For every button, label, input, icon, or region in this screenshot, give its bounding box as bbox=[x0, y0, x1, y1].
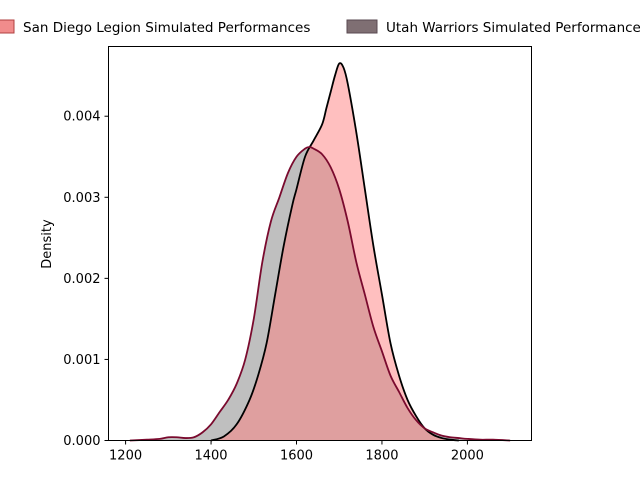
density-line-utah bbox=[129, 146, 511, 442]
y-tick-label: 0.001 bbox=[63, 353, 100, 368]
legend-label-san-diego: San Diego Legion Simulated Performances bbox=[23, 20, 310, 36]
y-axis: 0.000 0.001 0.002 0.003 0.004 bbox=[63, 110, 109, 449]
x-tick-label: 2000 bbox=[451, 449, 484, 464]
x-tick-label: 1600 bbox=[280, 449, 313, 464]
y-tick-label: 0.002 bbox=[63, 272, 100, 287]
plot-frame bbox=[108, 46, 532, 441]
y-tick-label: 0.003 bbox=[63, 191, 100, 206]
legend-label-utah: Utah Warriors Simulated Performances bbox=[386, 20, 640, 36]
legend-swatch-utah bbox=[346, 19, 378, 34]
y-axis-label: Density bbox=[40, 219, 55, 269]
x-tick-label: 1200 bbox=[109, 449, 142, 464]
x-tick-label: 1800 bbox=[365, 449, 398, 464]
plot-area bbox=[129, 62, 511, 442]
legend-swatch-san-diego bbox=[0, 19, 15, 34]
y-tick-label: 0.000 bbox=[63, 434, 100, 449]
area-san-diego bbox=[211, 63, 459, 441]
x-tick-label: 1400 bbox=[194, 449, 227, 464]
x-axis: 1200 1400 1600 1800 2000 bbox=[109, 440, 484, 464]
density-line-san-diego bbox=[210, 62, 459, 442]
legend: San Diego Legion Simulated Performances … bbox=[0, 19, 640, 36]
y-tick-label: 0.004 bbox=[63, 110, 100, 125]
